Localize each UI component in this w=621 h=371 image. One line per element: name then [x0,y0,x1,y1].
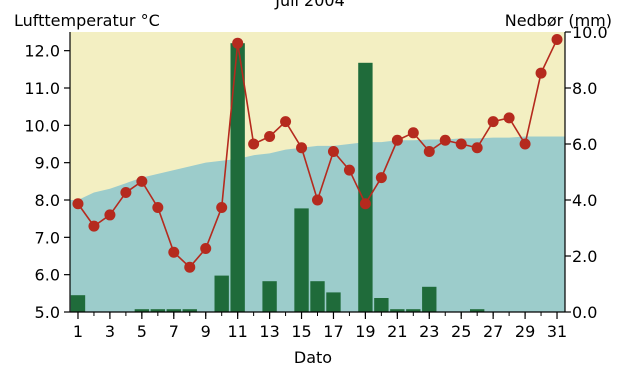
temperature-point [327,145,339,157]
x-axis-tick-label: 1 [73,322,83,341]
temperature-point [232,37,244,49]
temperature-point [136,175,148,187]
x-axis-tick-label: 31 [547,322,567,341]
precipitation-bar [310,281,325,312]
x-axis-tick-label: 9 [201,322,211,341]
right-axis-tick-label: 2.0 [572,247,597,266]
right-axis-tick-label: 4.0 [572,191,597,210]
right-axis-tick-label: 6.0 [572,135,597,154]
x-axis-tick-label: 29 [515,322,535,341]
x-axis-tick-label: 17 [323,322,343,341]
temperature-point [455,138,467,150]
right-axis-tick-label: 10.0 [572,23,608,42]
x-axis-tick-label: 25 [451,322,471,341]
y-axis-label-left: Lufttemperatur °C [14,11,160,30]
precipitation-bar [406,309,421,312]
right-axis-tick-label: 0.0 [572,303,597,322]
chart-title: Juli 2004 [274,0,345,10]
precipitation-bar [70,295,86,312]
temperature-point [423,145,435,157]
left-axis-tick-label: 8.0 [35,191,60,210]
temperature-point [551,33,563,45]
plot-layer: 5.0 6.0 7.0 8.0 9.0 10.0 11.0 12.0 0.0 2.0 4.0 6.0 8… [24,23,607,341]
precipitation-bar [294,208,309,312]
precipitation-bar [262,281,277,312]
x-axis-tick-label: 23 [419,322,439,341]
left-axis-tick-label: 7.0 [35,228,60,247]
precipitation-bar [374,298,389,312]
x-axis-tick-label: 5 [137,322,147,341]
precipitation-bar [358,62,373,312]
temperature-point [487,116,499,128]
temperature-point [503,112,515,124]
precipitation-bar [390,309,405,312]
left-axis-tick-label: 6.0 [35,266,60,285]
temperature-point [152,201,164,213]
x-axis-tick-label: 15 [291,322,311,341]
temperature-point [519,138,531,150]
y-axis-label-right: Nedbør (mm) [505,11,612,30]
temperature-point [439,134,451,146]
x-axis-label: Dato [294,348,332,367]
temperature-point [343,164,355,176]
precipitation-bar [134,309,150,312]
x-axis-tick-label: 21 [387,322,407,341]
temperature-point [168,246,180,258]
left-axis-tick-label: 9.0 [35,154,60,173]
temperature-point [88,220,100,232]
x-axis-tick-label: 7 [169,322,179,341]
precipitation-bar [182,309,197,312]
left-axis-tick-label: 12.0 [24,42,60,61]
temperature-point [120,187,132,199]
temperature-point [184,261,196,273]
x-axis-tick-label: 19 [355,322,375,341]
precipitation-bar [214,275,229,312]
precipitation-bar [326,292,341,312]
temperature-point [391,134,403,146]
x-axis-tick-label: 11 [227,322,247,341]
precipitation-bar [230,43,245,312]
temperature-point [248,138,260,150]
precipitation-bar [469,309,485,312]
precipitation-bar [422,286,437,312]
temperature-point [216,201,228,213]
temperature-point [535,67,547,79]
temperature-point [407,127,419,139]
precipitation-bar [150,309,166,312]
temperature-point [471,142,483,154]
temperature-point [200,243,212,255]
x-axis-tick-label: 3 [105,322,115,341]
x-axis-tick-label: 27 [483,322,503,341]
temperature-point [296,142,308,154]
left-axis-tick-label: 5.0 [35,303,60,322]
temperature-point [312,194,323,206]
right-axis-tick-label: 8.0 [572,79,597,98]
temperature-point [375,172,387,184]
temperature-point [72,198,84,210]
temperature-point [280,116,292,128]
left-axis-tick-label: 11.0 [24,79,60,98]
x-axis-tick-label: 13 [259,322,279,341]
precipitation-bar [166,309,181,312]
left-axis-tick-label: 10.0 [24,116,60,135]
temperature-point [104,209,116,221]
temperature-point [264,131,276,143]
temperature-point [359,198,371,210]
